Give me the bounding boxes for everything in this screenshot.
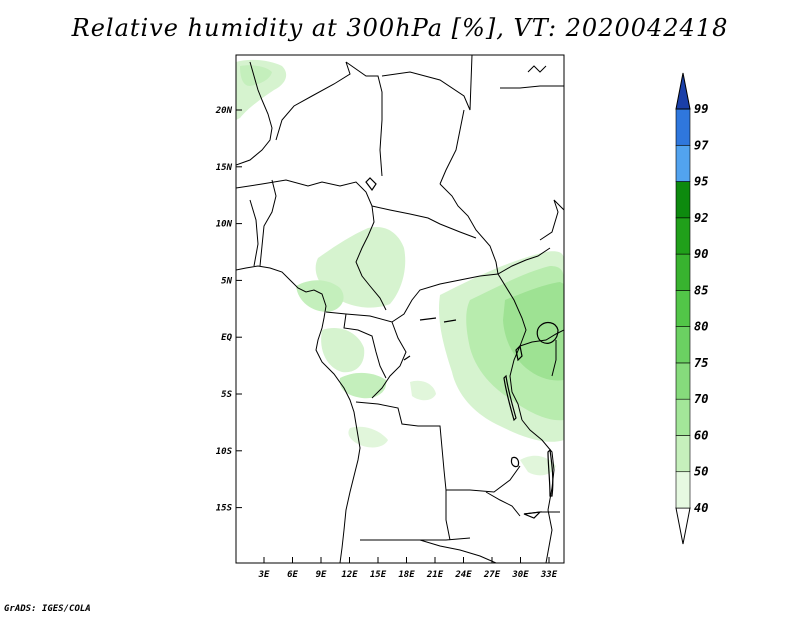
colorbar-label: 90 [694, 247, 708, 261]
colorbar-label: 70 [694, 392, 708, 406]
lon-tick-label: 12E [341, 570, 358, 580]
lakes [365, 177, 559, 519]
colorbar-segment [675, 398, 691, 436]
longitude-axis: 3E 6E 9E 12E 15E 18E 21E 24E 27E 30E 33E [258, 557, 558, 580]
lake-malawi [547, 448, 554, 497]
colorbar-segment [675, 108, 691, 146]
colorbar-segment [675, 471, 691, 509]
lat-tick-label: 10N [216, 220, 233, 230]
colorbar-label: 92 [694, 211, 708, 225]
chart-title: Relative humidity at 300hPa [%], VT: 202… [71, 14, 729, 42]
humidity-patch-lake-region [520, 455, 556, 476]
lake-mweru [510, 456, 520, 468]
lon-tick-label: 3E [258, 570, 270, 580]
colorbar-segment [675, 326, 691, 364]
lake-victoria [536, 321, 559, 344]
lon-tick-label: 9E [316, 570, 327, 580]
colorbar-segment [675, 362, 691, 400]
lat-tick-label: 20N [215, 106, 233, 116]
colorbar-label: 97 [694, 138, 709, 152]
colorbar-segment [675, 181, 691, 219]
colorbar-label: 99 [694, 102, 708, 116]
lake-tanganyika [503, 374, 517, 422]
map-frame [235, 54, 565, 564]
colorbar-segment [675, 144, 691, 182]
latitude-axis: 20N 15N 10N 5N EQ 5S 10S 15S [215, 106, 242, 514]
colorbar: 40 50 60 70 75 80 85 90 92 95 97 99 [675, 72, 709, 545]
lat-tick-label: 5N [221, 276, 232, 286]
lon-tick-label: 15E [370, 570, 387, 580]
humidity-patch-angola-coast [339, 372, 387, 399]
lake-chad [365, 177, 377, 192]
colorbar-segment [675, 253, 691, 291]
humidity-patch-sahara-inner [240, 65, 272, 86]
grads-credit: GrADS: IGES/COLA [4, 604, 91, 614]
lat-tick-label: 15N [216, 163, 233, 173]
lon-tick-label: 24E [454, 570, 472, 580]
colorbar-label: 95 [694, 175, 708, 189]
humidity-patch-zambia [410, 380, 436, 401]
colorbar-high-arrow [675, 72, 691, 110]
colorbar-label: 75 [694, 356, 708, 370]
lat-tick-label: EQ [221, 333, 232, 343]
lon-tick-label: 33E [540, 570, 558, 580]
lake-kivu [515, 344, 523, 362]
colorbar-label: 40 [694, 501, 708, 515]
congo-river-marks [403, 317, 457, 361]
country-borders [236, 55, 564, 563]
colorbar-label: 50 [694, 465, 708, 479]
colorbar-segment [675, 217, 691, 255]
humidity-patch-angola-north [348, 426, 388, 448]
colorbar-label: 60 [694, 428, 708, 442]
humidity-patch-congo-west [321, 328, 365, 373]
lat-tick-label: 5S [221, 390, 232, 400]
lake-kariba [523, 511, 542, 519]
humidity-patch-gulf [296, 280, 344, 312]
lon-tick-label: 30E [511, 570, 529, 580]
lon-tick-label: 27E [483, 570, 501, 580]
colorbar-segment [675, 290, 691, 327]
lon-tick-label: 18E [398, 570, 415, 580]
humidity-patch-east-core [503, 282, 564, 381]
colorbar-label: 85 [694, 283, 708, 297]
lat-tick-label: 10S [216, 447, 233, 457]
lat-tick-label: 15S [216, 504, 233, 514]
colorbar-segment [675, 435, 691, 473]
humidity-field [236, 59, 564, 476]
lon-tick-label: 6E [287, 570, 298, 580]
colorbar-label: 80 [694, 320, 708, 334]
lon-tick-label: 21E [426, 570, 444, 580]
colorbar-low-arrow [675, 507, 691, 545]
